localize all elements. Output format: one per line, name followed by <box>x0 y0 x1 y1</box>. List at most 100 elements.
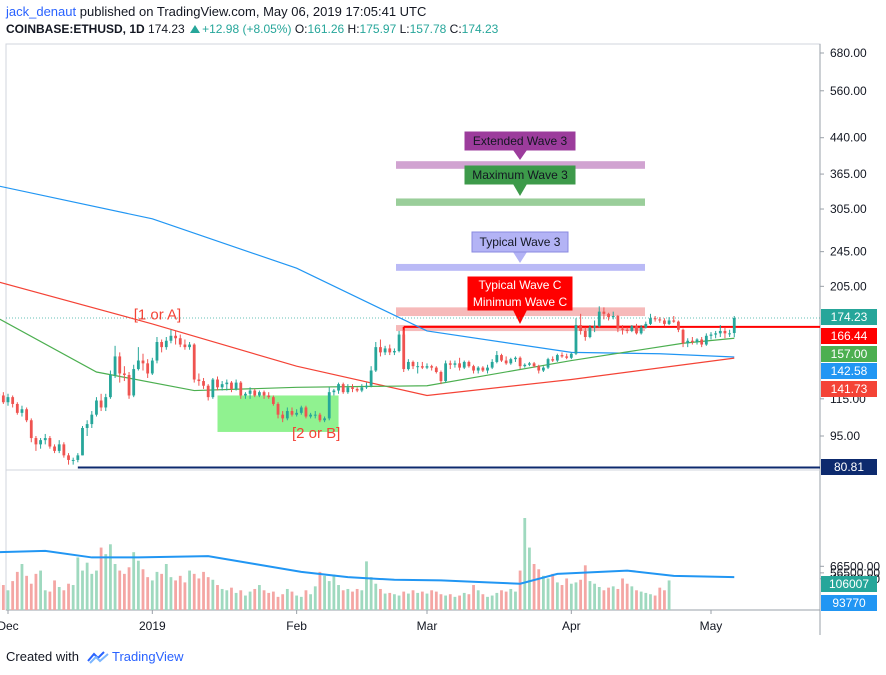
volume-bar <box>579 579 583 610</box>
candle-body <box>388 348 392 353</box>
volume-bar <box>537 569 541 610</box>
price-badge-text: 174.23 <box>831 310 868 324</box>
volume-bar <box>597 587 601 610</box>
candle-body <box>509 359 513 364</box>
volume-bar <box>202 571 205 610</box>
wave-label-text: Extended Wave 3 <box>473 134 568 148</box>
volume-bar <box>11 581 15 610</box>
price-chart[interactable]: 680.00 560.00 440.00 365.00 305.00 245.00 205.… <box>0 0 886 645</box>
volume-bar <box>574 582 578 610</box>
volume-bar <box>109 544 112 610</box>
candle-body <box>374 347 378 371</box>
candle-body <box>528 363 531 365</box>
change-value: +12.98 (+8.05%) <box>202 22 292 36</box>
price-badge-text: 166.44 <box>831 329 868 343</box>
time-tick-label: May <box>700 619 723 633</box>
volume-bar <box>1 585 5 610</box>
volume-bar <box>164 564 168 610</box>
volume-bar <box>458 595 461 610</box>
close-label: C: <box>449 22 462 36</box>
volume-bar <box>285 588 289 610</box>
volume-bar <box>379 588 382 610</box>
volume-bar <box>136 560 140 610</box>
candle-body <box>621 328 624 330</box>
candle-body <box>85 424 89 428</box>
wave-label-pointer <box>513 184 527 196</box>
volume-bar <box>411 590 415 610</box>
volume-bar <box>34 573 38 610</box>
low-value: 157.78 <box>409 22 447 36</box>
candle-body <box>616 316 620 329</box>
candle-body <box>39 440 42 445</box>
candle-body <box>723 330 727 334</box>
wave-label-pointer <box>513 150 527 160</box>
candle-body <box>122 373 126 375</box>
volume-bar <box>230 587 233 610</box>
candle-body <box>714 333 718 335</box>
candle-body <box>262 392 266 396</box>
volume-bar <box>76 557 80 610</box>
tradingview-brand[interactable]: TradingView <box>112 649 184 664</box>
volume-bar <box>518 570 522 610</box>
volume-bar <box>397 595 401 610</box>
volume-bar <box>299 596 303 610</box>
price-badge <box>821 363 877 379</box>
wave-zone-0 <box>396 161 645 169</box>
price-badge-text: 142.58 <box>831 364 868 378</box>
volume-bar <box>95 570 98 610</box>
volume-bar <box>211 579 215 610</box>
candle-body <box>76 455 80 460</box>
annotation-2-or-b: [2 or B] <box>292 425 340 442</box>
candle-body <box>160 341 164 348</box>
price-tick-label: 560.00 <box>830 84 867 98</box>
price-badge-text: 141.73 <box>831 382 868 396</box>
candle-body <box>551 359 555 361</box>
candle-body <box>658 319 662 321</box>
volume-bar <box>667 580 671 610</box>
candle-body <box>481 367 485 371</box>
time-tick-label: 2019 <box>139 619 166 633</box>
candle-body <box>560 355 564 357</box>
candle-body <box>569 353 573 358</box>
high-label: H: <box>347 22 360 36</box>
candle-body <box>192 344 196 380</box>
price-tick-label: 305.00 <box>830 202 867 216</box>
volume-bar <box>625 583 629 610</box>
volume-bar <box>374 583 378 610</box>
candle-body <box>677 321 680 330</box>
candle-body <box>285 411 289 419</box>
volume-bar <box>53 580 56 610</box>
candle-body <box>425 366 429 368</box>
volume-bar <box>239 590 243 610</box>
price-badge-text: 157.00 <box>831 347 868 361</box>
volume-bar <box>639 591 643 610</box>
wave-label-text: Typical Wave C <box>479 278 562 292</box>
candle-body <box>602 311 606 314</box>
volume-badge-text: 106007 <box>829 577 869 591</box>
author-link[interactable]: jack_denaut <box>6 4 77 19</box>
time-tick-label: Feb <box>286 619 307 633</box>
volume-bar <box>425 593 429 610</box>
volume-bar <box>90 573 94 610</box>
volume-bar <box>332 574 336 610</box>
volume-bar <box>546 578 550 610</box>
candle-body <box>718 330 722 334</box>
volume-bar <box>360 590 364 610</box>
annotation-1-or-a: [1 or A] <box>134 306 182 323</box>
volume-bar <box>467 594 471 610</box>
volume-bar <box>67 583 70 610</box>
volume-bar <box>244 595 247 610</box>
price-tick-label: 205.00 <box>830 279 867 293</box>
price-badge <box>821 328 877 344</box>
volume-bar <box>174 580 177 610</box>
created-with-text: Created with <box>6 649 79 664</box>
candle-body <box>304 407 308 417</box>
candle-body <box>164 340 168 348</box>
wave-zone-1 <box>396 198 645 206</box>
candle-body <box>593 326 596 328</box>
volume-bar <box>132 552 136 610</box>
candle-body <box>188 344 191 348</box>
chart-header: jack_denaut published on TradingView.com… <box>6 3 876 38</box>
candle-body <box>690 340 694 342</box>
candle-body <box>541 367 545 371</box>
